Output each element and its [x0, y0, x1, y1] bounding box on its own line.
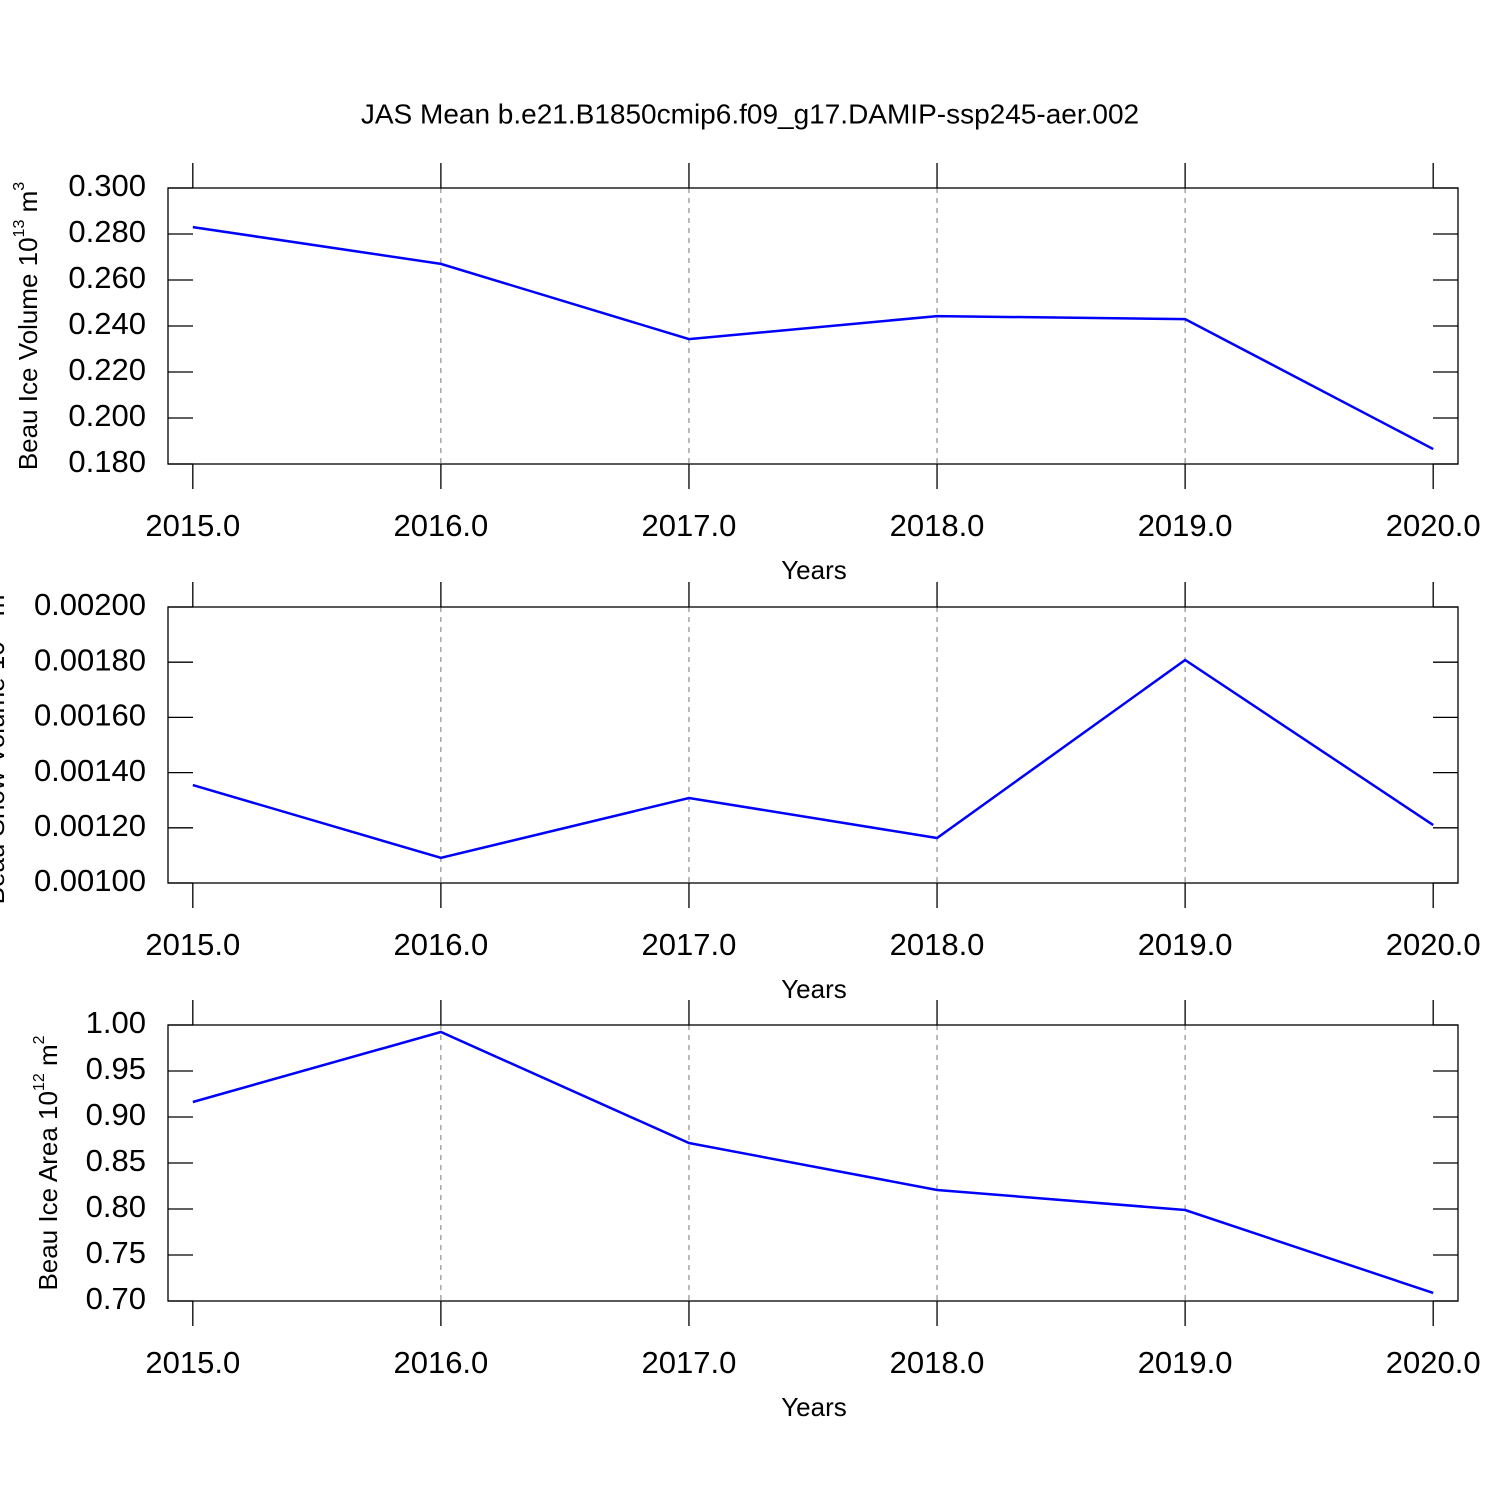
x-axis-label: Years: [781, 555, 847, 585]
y-label-text: Beau Ice Volume 10: [13, 237, 43, 470]
y-label-superscript: 13: [11, 220, 28, 238]
y-tick-label: 0.00200: [34, 587, 146, 622]
y-tick-label: 0.180: [68, 444, 146, 479]
y-label-superscript: 3: [11, 182, 28, 191]
y-tick-label: 0.90: [86, 1097, 146, 1132]
data-line: [192, 225, 1434, 451]
y-tick-label: 0.00180: [34, 642, 146, 677]
data-line: [192, 658, 1434, 860]
x-axis-label: Years: [781, 1392, 847, 1422]
x-tick-label: 2018.0: [890, 1345, 985, 1380]
y-tick-label: 0.80: [86, 1189, 146, 1224]
x-tick-label: 2016.0: [393, 508, 488, 543]
y-axis-label: Beau Snow Volume 1013 m3: [0, 586, 10, 905]
x-tick-label: 2018.0: [890, 927, 985, 962]
plot-frame: [167, 187, 1459, 465]
x-tick-label: 2016.0: [393, 1345, 488, 1380]
y-tick-label: 0.220: [68, 352, 146, 387]
x-tick-label: 2017.0: [642, 508, 737, 543]
x-tick-label: 2015.0: [145, 927, 240, 962]
y-label-text: Beau Snow Volume 10: [0, 641, 10, 904]
x-tick-label: 2016.0: [393, 927, 488, 962]
x-tick-label: 2017.0: [642, 1345, 737, 1380]
x-tick-label: 2015.0: [145, 508, 240, 543]
y-tick-label: 0.280: [68, 214, 146, 249]
data-line: [192, 1030, 1434, 1295]
x-tick-label: 2020.0: [1386, 508, 1481, 543]
y-axis-label: Beau Ice Volume 1013 m3: [11, 182, 43, 470]
y-tick-label: 0.260: [68, 260, 146, 295]
chart-title: JAS Mean b.e21.B1850cmip6.f09_g17.DAMIP-…: [361, 98, 1139, 129]
x-tick-label: 2015.0: [145, 1345, 240, 1380]
plot-frame: [167, 606, 1459, 884]
y-tick-label: 0.00120: [34, 808, 146, 843]
y-tick-label: 0.300: [68, 168, 146, 203]
y-tick-label: 0.240: [68, 306, 146, 341]
x-axis-label: Years: [781, 974, 847, 1004]
y-tick-label: 0.70: [86, 1281, 146, 1316]
y-tick-label: 1.00: [86, 1005, 146, 1040]
y-tick-label: 0.85: [86, 1143, 146, 1178]
x-tick-label: 2019.0: [1138, 1345, 1233, 1380]
y-tick-label: 0.75: [86, 1235, 146, 1270]
y-tick-label: 0.00140: [34, 753, 146, 788]
y-tick-label: 0.200: [68, 398, 146, 433]
x-tick-label: 2020.0: [1386, 927, 1481, 962]
y-label-text: Beau Ice Area 10: [33, 1091, 63, 1290]
y-label-superscript: 12: [31, 1073, 48, 1091]
y-label-text: m: [0, 595, 10, 624]
x-tick-label: 2020.0: [1386, 1345, 1481, 1380]
x-tick-label: 2019.0: [1138, 508, 1233, 543]
plot-frame: [167, 1024, 1459, 1302]
y-tick-label: 0.00160: [34, 698, 146, 733]
y-label-superscript: 2: [31, 1035, 48, 1044]
y-label-text: m: [13, 191, 43, 220]
y-label-text: m: [33, 1044, 63, 1073]
x-tick-label: 2019.0: [1138, 927, 1233, 962]
y-tick-label: 0.00100: [34, 863, 146, 898]
y-axis-label: Beau Ice Area 1012 m2: [31, 1035, 63, 1290]
y-tick-label: 0.95: [86, 1051, 146, 1086]
x-tick-label: 2017.0: [642, 927, 737, 962]
x-tick-label: 2018.0: [890, 508, 985, 543]
